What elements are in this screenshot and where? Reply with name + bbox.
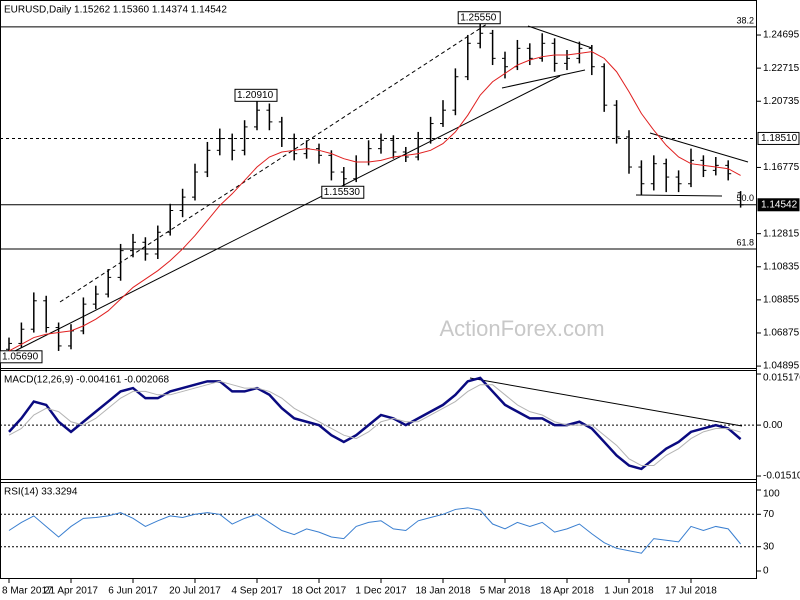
y-tick-label: 1.10835 — [763, 261, 800, 272]
y-tick-label: 70 — [763, 509, 775, 520]
annotation-box — [457, 11, 501, 25]
trend-line — [4, 75, 561, 357]
y-tick-label: 0.00 — [763, 420, 783, 431]
price-marker-label: 1.14542 — [761, 199, 798, 210]
y-tick-label: -0.015109 — [763, 471, 800, 482]
trend-line — [501, 69, 586, 89]
annotation-label: 1.05690 — [2, 351, 39, 362]
panel-title: EURUSD,Daily 1.15262 1.15360 1.14374 1.1… — [4, 5, 227, 16]
price-marker-box — [757, 131, 800, 145]
y-tick-label: 0 — [763, 566, 769, 577]
x-tick-label: 21 Apr 2017 — [44, 586, 98, 597]
x-tick-label: 1 Jun 2018 — [604, 586, 654, 597]
x-tick-label: 18 Jan 2018 — [415, 586, 470, 597]
y-tick-label: 1.24695 — [763, 30, 800, 41]
x-tick-label: 1 Dec 2017 — [355, 586, 407, 597]
series-line — [8, 380, 741, 467]
x-tick-label: 4 Sep 2017 — [231, 586, 283, 597]
panel-title: MACD(12,26,9) -0.004161 -0.002068 — [4, 375, 170, 386]
trend-line — [635, 194, 723, 197]
x-tick-label: 17 Jul 2018 — [665, 586, 717, 597]
series-line — [8, 376, 742, 471]
y-tick-label: 1.12815 — [763, 228, 800, 239]
series-line — [8, 51, 741, 352]
y-tick-label: 1.08855 — [763, 295, 800, 306]
price-marker-label: 1.18510 — [761, 133, 798, 144]
trend-line — [469, 377, 743, 427]
annotation-label: 1.15530 — [324, 187, 361, 198]
y-tick-label: 0.015176 — [763, 373, 800, 384]
y-tick-label: 1.20735 — [763, 96, 800, 107]
x-tick-label: 8 Mar 2017 — [2, 586, 53, 597]
x-tick-label: 20 Jul 2017 — [169, 586, 221, 597]
trend-line — [527, 25, 593, 49]
x-tick-label: 18 Apr 2018 — [540, 586, 594, 597]
annotation-label: 1.25550 — [460, 12, 497, 23]
y-tick-label: 100 — [763, 489, 780, 500]
annotation-label: 1.20910 — [237, 90, 274, 101]
annotation-box — [0, 350, 43, 364]
y-tick-label: 1.06875 — [763, 328, 800, 339]
annotation-box — [234, 88, 278, 102]
y-tick-label: 30 — [763, 541, 775, 552]
panel-title: RSI(14) 33.3294 — [4, 487, 78, 498]
price-marker-box — [757, 198, 800, 212]
trend-line — [649, 132, 749, 163]
x-tick-label: 18 Oct 2017 — [292, 586, 347, 597]
watermark: ActionForex.com — [439, 316, 604, 341]
y-tick-label: 1.04895 — [763, 361, 800, 372]
annotation-box — [321, 185, 365, 199]
x-tick-label: 5 Mar 2018 — [480, 586, 531, 597]
trend-line — [59, 21, 491, 303]
fib-label: 61.8 — [736, 237, 754, 247]
fib-label: 38.2 — [736, 15, 754, 25]
x-tick-label: 6 Jun 2017 — [108, 586, 158, 597]
series-line — [8, 507, 741, 554]
y-tick-label: 1.16775 — [763, 162, 800, 173]
fib-label: 50.0 — [736, 193, 754, 203]
y-tick-label: 1.22715 — [763, 63, 800, 74]
plot-frame — [0, 0, 757, 579]
